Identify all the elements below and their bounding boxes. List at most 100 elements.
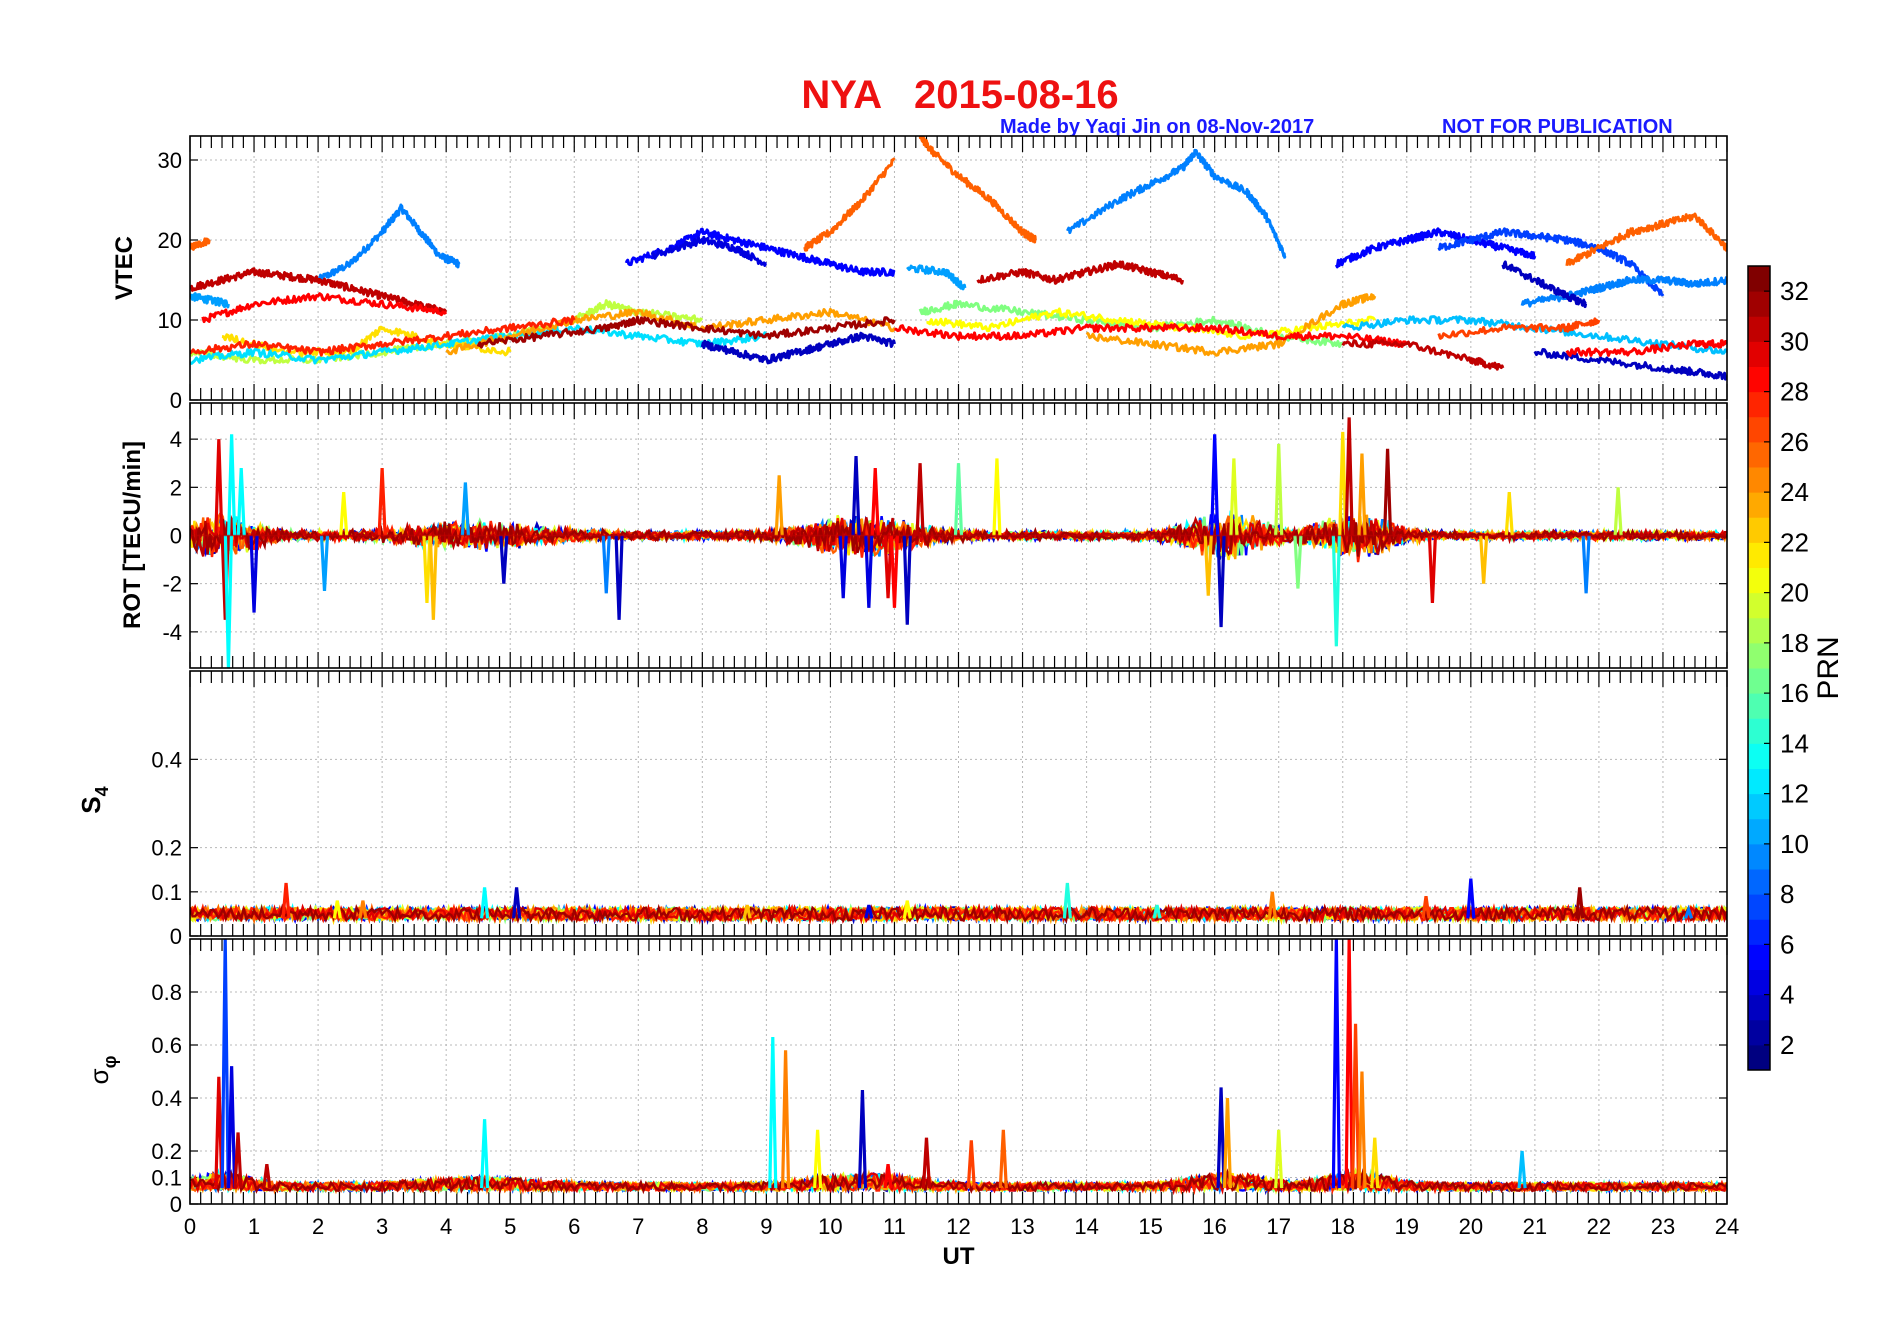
spike-mark	[1062, 882, 1072, 919]
spike-mark	[499, 535, 509, 584]
spike-mark	[780, 1050, 791, 1189]
spike-mark	[864, 904, 874, 919]
vtec-panel: 0 10 20 30	[158, 135, 1728, 413]
vtec-series-line	[190, 315, 576, 357]
spike-mark	[1517, 1150, 1527, 1189]
vtec-axis-label: VTEC	[111, 236, 138, 300]
spike-mark	[214, 1076, 224, 1189]
x-tick-label: 21	[1523, 1214, 1547, 1239]
x-tick-label: 20	[1459, 1214, 1483, 1239]
spike-mark	[1357, 1071, 1367, 1189]
spike-mark	[1274, 1129, 1284, 1189]
colorbar-tick-label: 26	[1780, 427, 1809, 457]
spike-mark	[1229, 458, 1239, 536]
spike-mark	[614, 535, 624, 620]
colorbar-tick-label: 22	[1780, 527, 1809, 557]
colorbar-tick-label: 10	[1780, 829, 1809, 859]
colorbar-cell	[1748, 1044, 1770, 1071]
x-tick-label: 19	[1395, 1214, 1419, 1239]
rot-panel: -4 -2 0 2 4	[162, 402, 1728, 669]
spike-mark	[262, 1164, 272, 1189]
x-axis-label: UT	[943, 1243, 975, 1270]
colorbar-cell	[1748, 467, 1770, 493]
colorbar-tick-label: 2	[1780, 1030, 1794, 1060]
colorbar-cell	[1748, 592, 1770, 619]
colorbar-cell	[1748, 668, 1770, 694]
spike-mark	[768, 1037, 778, 1189]
x-tick-label: 18	[1331, 1214, 1355, 1239]
spike-mark	[249, 535, 259, 613]
spike-mark	[915, 463, 925, 536]
colorbar-cell	[1748, 693, 1770, 719]
colorbar-tick-label: 6	[1780, 929, 1794, 959]
colorbar-cell	[1748, 944, 1770, 970]
colorbar-cell	[1748, 341, 1770, 367]
spike-mark	[1216, 1087, 1226, 1189]
vtec-series-line	[976, 260, 1185, 285]
y-tick-label: 0.1	[151, 1166, 182, 1191]
colorbar-cell	[1748, 542, 1770, 568]
vtec-series-line	[1437, 317, 1601, 340]
vtec-series-line	[906, 264, 967, 291]
x-tick-label: 7	[632, 1214, 644, 1239]
colorbar-cell	[1748, 1019, 1770, 1046]
sigma-axis-label: σφ	[84, 1055, 120, 1084]
s4-series-line	[190, 903, 1727, 925]
vtec-series-line	[190, 267, 448, 315]
spike-mark	[851, 455, 861, 536]
vtec-series-line	[190, 237, 211, 251]
vtec-series-line	[1565, 212, 1727, 267]
colorbar-tick-label: 28	[1780, 377, 1809, 407]
y-tick-label: 0	[170, 524, 182, 549]
spike-mark	[1338, 431, 1348, 536]
x-tick-label: 15	[1138, 1214, 1162, 1239]
colorbar-cell	[1748, 919, 1770, 945]
spike-mark	[742, 904, 752, 919]
s4-axis-label: S4	[76, 786, 112, 813]
spike-mark	[479, 1119, 490, 1189]
spike-mark	[332, 900, 342, 919]
spike-mark	[921, 1137, 932, 1189]
spike-mark	[992, 458, 1002, 536]
colorbar-cell	[1748, 894, 1770, 920]
colorbar-cell	[1748, 718, 1770, 744]
spike-mark	[774, 475, 784, 536]
x-tick-label: 12	[946, 1214, 970, 1239]
spike-mark	[902, 900, 912, 919]
colorbar-tick-label: 12	[1780, 779, 1809, 809]
x-tick-label: 4	[440, 1214, 452, 1239]
spike-mark	[214, 439, 224, 536]
colorbar-tick-label: 32	[1780, 276, 1809, 306]
vtec-series-layer	[190, 136, 1727, 381]
y-tick-label: -4	[162, 620, 182, 645]
vtec-series-line	[894, 323, 1408, 348]
s4-panel: 0 0.1 0.2 0.4	[151, 670, 1728, 949]
spike-mark	[1267, 891, 1277, 919]
spike-mark	[998, 1129, 1008, 1189]
x-tick-label: 11	[883, 1214, 906, 1239]
colorbar-tick-label: 14	[1780, 728, 1809, 758]
colorbar-cell	[1748, 994, 1770, 1021]
spike-mark	[1350, 1023, 1361, 1189]
vtec-series-line	[190, 292, 230, 309]
spike-mark	[220, 939, 230, 1189]
spike-mark	[870, 467, 880, 536]
x-tick-label: 2	[312, 1214, 324, 1239]
spike-mark	[1344, 417, 1354, 536]
spike-mark	[1421, 896, 1431, 919]
colorbar-cell	[1748, 843, 1770, 870]
colorbar-tick-label: 16	[1780, 678, 1809, 708]
x-tick-label: 8	[696, 1214, 708, 1239]
colorbar-cell	[1748, 642, 1770, 669]
spike-mark	[1331, 535, 1341, 647]
spike-mark	[889, 535, 900, 608]
spike-mark	[1684, 904, 1694, 919]
x-tick-label: 3	[376, 1214, 388, 1239]
axes-frame	[189, 670, 1728, 937]
vtec-series-line	[650, 235, 768, 267]
y-tick-label: 0.4	[151, 747, 182, 772]
colorbar-cell	[1748, 517, 1770, 543]
sigma-phi-panel: 00.10.2 0.4 0.6 0.8	[151, 938, 1728, 1217]
